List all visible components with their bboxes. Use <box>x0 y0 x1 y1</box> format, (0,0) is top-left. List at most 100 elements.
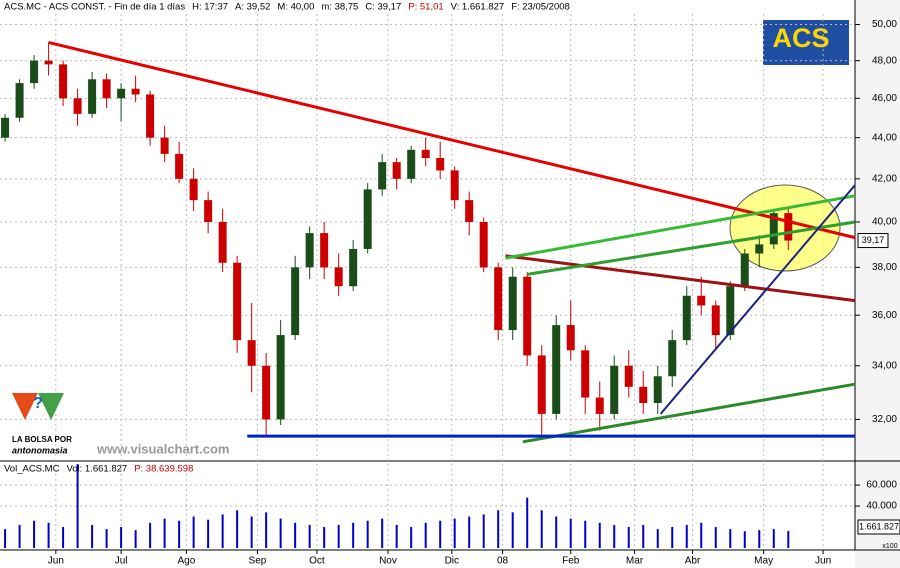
candle-body <box>363 189 372 249</box>
candle-body <box>88 79 97 114</box>
candle-body <box>682 295 691 341</box>
candle-body <box>450 170 459 201</box>
candle-body <box>407 149 416 179</box>
volume-bar <box>482 514 485 548</box>
x-tick-label: Jul <box>115 556 128 567</box>
candle-body <box>769 213 778 245</box>
candle-body <box>30 60 39 84</box>
volume-bar <box>207 519 210 548</box>
header-text: V: 1.661.827 <box>451 2 505 13</box>
x-tick-label: 08 <box>497 556 509 567</box>
axis-panel <box>855 0 900 568</box>
volume-bar <box>526 497 529 548</box>
x-tick-label: Abr <box>685 556 701 567</box>
y-tick-label: 36,00 <box>872 310 897 321</box>
candle-body <box>305 233 314 268</box>
candle-body <box>233 262 242 341</box>
candle-body <box>247 340 256 366</box>
volume-bar <box>772 529 775 548</box>
candle-body <box>508 276 517 331</box>
volume-bar <box>656 529 659 548</box>
volume-bar <box>337 524 340 548</box>
y-tick-label: 40,00 <box>872 217 897 228</box>
candle-body <box>146 94 155 138</box>
volume-bar <box>192 516 195 548</box>
candle-body <box>668 340 677 377</box>
x-tick-label: Sep <box>249 556 267 567</box>
y-tick-label: 44,00 <box>872 132 897 143</box>
header-text: P: 38.639.598 <box>134 464 193 475</box>
volume-bar <box>598 522 601 548</box>
volume-bar <box>555 516 558 548</box>
candle-body <box>15 83 24 118</box>
candle-body <box>73 98 82 114</box>
candle-body <box>276 335 285 420</box>
trend-line <box>48 40 856 240</box>
logo-shape <box>12 393 38 420</box>
volume-bar <box>497 510 500 548</box>
volume-bar <box>352 522 355 548</box>
y-tick-label: 42,00 <box>872 173 897 184</box>
candle-body <box>465 200 474 222</box>
volume-bar <box>439 520 442 548</box>
volume-bar <box>4 529 7 548</box>
candle-body <box>552 325 561 414</box>
candle-body <box>624 365 633 387</box>
y-tick-label: 32,00 <box>872 414 897 425</box>
candle-body <box>479 221 488 268</box>
volume-bar <box>381 518 384 548</box>
volume-bar <box>410 527 413 548</box>
volume-bar <box>47 522 50 548</box>
volume-bar <box>18 524 21 548</box>
header-text: C: 39,17 <box>365 2 401 13</box>
candle-body <box>537 355 546 414</box>
candle-body <box>59 64 68 99</box>
candle-body <box>218 221 227 263</box>
candle-body <box>291 267 300 336</box>
candle-body <box>566 325 575 351</box>
candle-body <box>523 276 532 356</box>
candle-body <box>784 213 793 241</box>
candle-body <box>160 137 169 154</box>
trend-line <box>659 184 856 415</box>
volume-bar <box>743 531 746 548</box>
header-text: Vol_ACS.MC <box>4 464 60 475</box>
x-tick-label: Dic <box>445 556 459 567</box>
candle-body <box>726 286 735 336</box>
volume-bar <box>714 527 717 548</box>
volume-bar <box>33 520 36 548</box>
volume-bar <box>76 464 79 548</box>
y-tick-label: 50,00 <box>872 19 897 30</box>
volume-bar <box>366 520 369 548</box>
y-tick-label: 48,00 <box>872 55 897 66</box>
x-tick-label: Mar <box>626 556 644 567</box>
y-tick-label: 40.000 <box>866 501 897 512</box>
volume-bar <box>62 527 65 548</box>
volume-bar <box>323 527 326 548</box>
candle-body <box>262 365 271 420</box>
last-value-label: 39,17 <box>862 235 885 245</box>
candle-body <box>697 295 706 306</box>
volume-bar <box>613 524 616 548</box>
volume-bar <box>642 524 645 548</box>
candle-body <box>436 157 445 171</box>
candle-body <box>392 162 401 179</box>
header-text: H: 17:37 <box>192 2 228 13</box>
y-tick-label: 60.000 <box>866 480 897 491</box>
x-tick-label: Feb <box>562 556 580 567</box>
watermark-site: www.visualchart.com <box>96 441 229 456</box>
last-volume-label: 1.661.827 <box>859 521 899 531</box>
volume-bar <box>178 520 181 548</box>
header-text: M: 40,00 <box>277 2 314 13</box>
volume-bar <box>395 524 398 548</box>
candle-body <box>117 88 126 99</box>
y-tick-label: 38,00 <box>872 262 897 273</box>
candle-body <box>740 253 749 287</box>
volume-bar <box>671 527 674 548</box>
watermark-logo: ? <box>12 393 64 420</box>
volume-bar <box>134 530 137 548</box>
volume-bar <box>120 527 123 548</box>
volume-bar <box>279 518 282 548</box>
candle-body <box>349 248 358 287</box>
